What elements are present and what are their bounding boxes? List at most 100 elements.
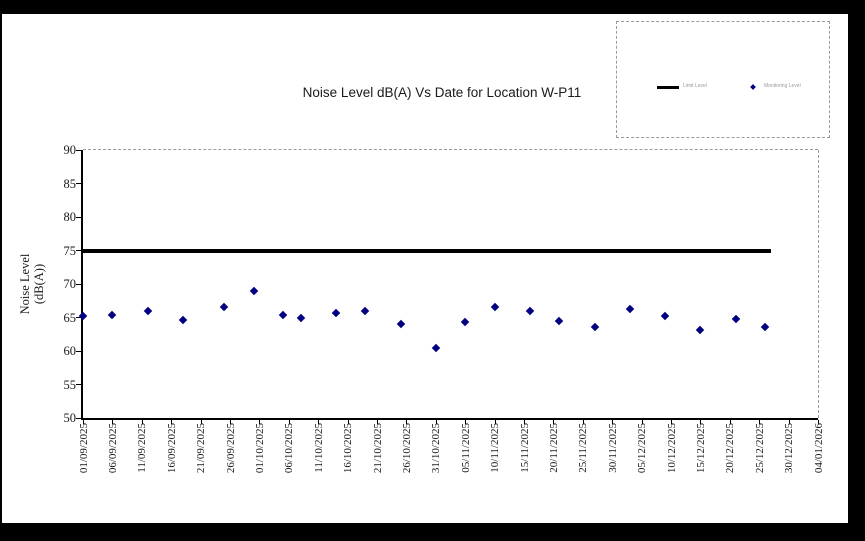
- x-tick-mark: [788, 420, 790, 424]
- data-point: [108, 311, 117, 320]
- x-tick-label: 04/01/2026: [812, 423, 825, 474]
- x-tick-mark: [347, 420, 349, 424]
- x-tick-mark: [230, 420, 231, 424]
- x-tick-mark: [671, 420, 672, 424]
- x-tick-label: 15/11/2025: [518, 423, 531, 473]
- x-tick-label: 10/12/2025: [665, 423, 678, 474]
- data-point: [278, 310, 288, 320]
- x-tick-mark: [200, 420, 202, 424]
- x-tick-mark: [759, 420, 761, 424]
- x-tick-label: 25/11/2025: [577, 423, 590, 473]
- legend-marker-icon: [750, 84, 756, 90]
- y-tick-mark: [76, 317, 81, 318]
- y-tick-label: 65: [63, 310, 77, 325]
- x-tick-mark: [524, 420, 525, 424]
- y-tick-label: 70: [63, 277, 77, 291]
- x-tick-label: 01/09/2025: [77, 423, 90, 474]
- plot-border-right: [818, 150, 819, 418]
- x-tick-label: 11/10/2025: [312, 423, 325, 473]
- y-tick-label: 85: [63, 176, 77, 191]
- data-point: [760, 322, 770, 332]
- y-tick-label: 50: [63, 411, 77, 425]
- data-point: [460, 317, 470, 327]
- y-tick-label: 55: [63, 377, 77, 392]
- y-tick-label: 80: [63, 210, 77, 224]
- data-point: [660, 311, 670, 321]
- y-axis-title-line1: Noise Level: [18, 253, 32, 315]
- y-tick-mark: [76, 183, 81, 184]
- x-tick-mark: [141, 420, 143, 424]
- x-tick-mark: [553, 420, 555, 424]
- legend-limit-line-sample: [657, 86, 679, 89]
- x-tick-label: 05/12/2025: [636, 423, 649, 474]
- x-tick-label: 01/10/2025: [253, 423, 266, 474]
- x-tick-label: 05/11/2025: [459, 423, 472, 473]
- x-tick-mark: [83, 420, 84, 424]
- x-tick-mark: [612, 420, 614, 424]
- x-tick-mark: [641, 420, 643, 424]
- legend-box: Limit Level Monitoring Level: [616, 21, 830, 138]
- x-tick-label: 06/09/2025: [106, 423, 119, 474]
- x-tick-mark: [318, 420, 320, 424]
- data-point: [331, 308, 341, 318]
- x-tick-mark: [582, 420, 584, 424]
- y-tick-mark: [76, 149, 81, 151]
- x-tick-label: 26/09/2025: [224, 423, 237, 474]
- y-tick-label: 60: [63, 344, 77, 358]
- x-tick-label: 26/10/2025: [400, 423, 413, 474]
- chart-title: Noise Level dB(A) Vs Date for Location W…: [302, 85, 582, 100]
- chart-page: Noise Level dB(A) Vs Date for Location W…: [2, 14, 848, 523]
- x-tick-label: 10/11/2025: [489, 423, 502, 473]
- x-tick-mark: [818, 420, 819, 424]
- y-tick-mark: [76, 283, 81, 285]
- data-point: [431, 344, 441, 353]
- x-tick-mark: [112, 420, 114, 424]
- x-tick-label: 30/12/2025: [783, 423, 796, 474]
- y-tick-mark: [76, 384, 81, 385]
- y-tick-mark: [76, 216, 81, 218]
- x-axis-line: [81, 418, 818, 420]
- data-point: [143, 306, 152, 316]
- y-tick-label: 90: [63, 143, 77, 157]
- x-tick-mark: [494, 420, 496, 424]
- data-point: [731, 314, 740, 324]
- y-tick-label: 75: [63, 243, 77, 258]
- x-tick-label: 15/12/2025: [694, 423, 707, 474]
- x-tick-label: 21/10/2025: [371, 423, 384, 474]
- x-tick-mark: [465, 420, 467, 424]
- x-tick-label: 21/09/2025: [195, 423, 208, 474]
- plot-border-top: [83, 149, 818, 150]
- y-tick-mark: [76, 417, 81, 419]
- x-tick-label: 06/10/2025: [283, 423, 296, 474]
- y-axis-line: [81, 150, 83, 420]
- y-tick-mark: [76, 250, 81, 251]
- legend-label-limit: Limit Level: [683, 83, 707, 89]
- data-point: [396, 319, 405, 328]
- x-tick-label: 16/09/2025: [165, 423, 178, 474]
- data-point: [590, 322, 599, 332]
- x-tick-label: 20/12/2025: [724, 423, 737, 474]
- data-point: [249, 286, 258, 295]
- legend-label-monitoring: Monitoring Level: [764, 83, 801, 89]
- x-tick-mark: [259, 420, 261, 424]
- data-point: [178, 315, 188, 325]
- x-tick-mark: [406, 420, 408, 424]
- data-point: [296, 313, 305, 322]
- y-tick-mark: [76, 350, 81, 352]
- x-tick-mark: [288, 420, 290, 424]
- data-point: [555, 316, 564, 326]
- x-tick-label: 11/09/2025: [136, 423, 149, 473]
- data-point: [625, 304, 635, 314]
- x-tick-label: 25/12/2025: [753, 423, 766, 474]
- data-point: [360, 306, 370, 316]
- x-tick-mark: [171, 420, 173, 424]
- x-tick-mark: [435, 420, 437, 424]
- x-tick-mark: [377, 420, 378, 424]
- x-tick-label: 16/10/2025: [342, 423, 355, 474]
- x-tick-mark: [729, 420, 731, 424]
- data-point: [696, 325, 705, 335]
- limit-line-series: [83, 248, 771, 253]
- x-tick-mark: [700, 420, 702, 424]
- x-tick-label: 30/11/2025: [606, 423, 619, 473]
